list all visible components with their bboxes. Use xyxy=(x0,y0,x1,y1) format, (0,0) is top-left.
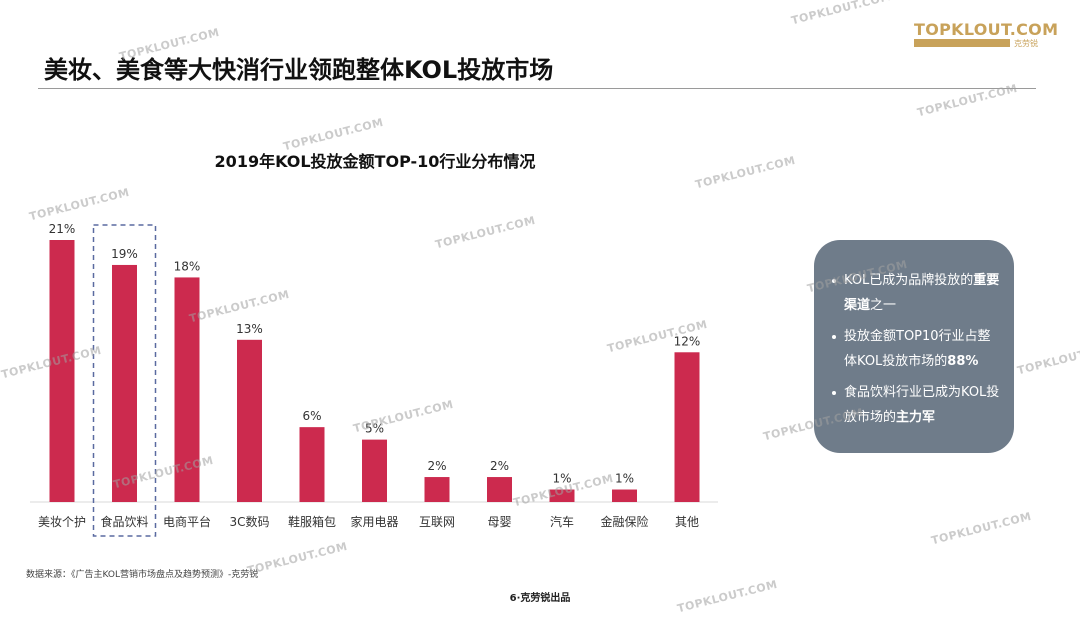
chart-title: 2019年KOL投放金额TOP-10行业分布情况 xyxy=(214,152,536,171)
value-label-2: 18% xyxy=(174,259,201,273)
value-label-9: 1% xyxy=(615,472,634,486)
insight-text: 88% xyxy=(947,354,979,369)
value-label-3: 13% xyxy=(236,322,263,336)
brand-logo: TOPKLOUT.COM 克劳锐 xyxy=(914,20,1058,48)
insight-text: 食品饮料行业已成为KOL投放市场的 xyxy=(844,385,1000,425)
bar-8 xyxy=(549,489,575,502)
category-label-4: 鞋服箱包 xyxy=(288,514,336,529)
insight-text: 投放金额TOP10行业占整体KOL投放市场的 xyxy=(844,329,991,369)
value-label-6: 2% xyxy=(427,459,446,473)
insight-text: 主力军 xyxy=(896,410,936,425)
category-label-7: 母婴 xyxy=(487,515,511,529)
data-source: 数据来源：《广告主KOL营销市场盘点及趋势预测》-克劳锐 xyxy=(26,570,259,580)
title-divider xyxy=(38,88,1036,89)
insight-item: 食品饮料行业已成为KOL投放市场的主力军 xyxy=(832,380,1000,430)
value-label-7: 2% xyxy=(490,459,509,473)
value-label-0: 21% xyxy=(49,222,76,236)
value-label-8: 1% xyxy=(552,472,571,486)
logo-cn-text: 克劳锐 xyxy=(1014,39,1038,48)
bar-10 xyxy=(674,352,700,502)
bar-0 xyxy=(49,240,75,502)
value-label-1: 19% xyxy=(111,247,138,261)
insight-list: KOL已成为品牌投放的重要渠道之一 投放金额TOP10行业占整体KOL投放市场的8… xyxy=(832,268,1000,430)
category-label-5: 家用电器 xyxy=(350,514,398,529)
category-label-8: 汽车 xyxy=(550,514,574,529)
category-label-1: 食品饮料 xyxy=(100,514,148,529)
highlight-frame xyxy=(92,224,157,537)
category-label-10: 其他 xyxy=(675,515,699,529)
bar-2 xyxy=(174,277,200,502)
insight-item: 投放金额TOP10行业占整体KOL投放市场的88% xyxy=(832,324,1000,374)
logo-tagline-bar xyxy=(914,39,1010,47)
insight-text: KOL已成为品牌投放的 xyxy=(844,273,974,288)
category-label-9: 金融保险 xyxy=(600,514,648,529)
bar-3 xyxy=(237,339,262,502)
insight-item: KOL已成为品牌投放的重要渠道之一 xyxy=(832,268,1000,318)
bar-6 xyxy=(424,477,450,502)
category-label-2: 电商平台 xyxy=(163,514,211,529)
insight-text: 重要渠道 xyxy=(844,273,1000,313)
category-label-0: 美妆个护 xyxy=(38,515,86,529)
bar-5 xyxy=(362,439,387,502)
bar-4 xyxy=(299,427,325,502)
value-label-4: 6% xyxy=(302,409,321,423)
category-label-6: 互联网 xyxy=(419,515,455,529)
bar-9 xyxy=(612,489,637,502)
insight-text: 之一 xyxy=(870,298,897,313)
insight-box: KOL已成为品牌投放的重要渠道之一 投放金额TOP10行业占整体KOL投放市场的8… xyxy=(814,240,1014,453)
value-label-5: 5% xyxy=(365,422,384,436)
page-title: 美妆、美食等大快消行业领跑整体KOL投放市场 xyxy=(44,56,554,84)
value-label-10: 12% xyxy=(674,334,701,348)
category-label-3: 3C数码 xyxy=(229,514,269,529)
bar-7 xyxy=(487,477,512,502)
logo-text: TOPKLOUT.COM xyxy=(914,20,1059,39)
page-footer: 6·克劳锐出品 xyxy=(509,593,571,604)
bar-1 xyxy=(112,264,137,502)
